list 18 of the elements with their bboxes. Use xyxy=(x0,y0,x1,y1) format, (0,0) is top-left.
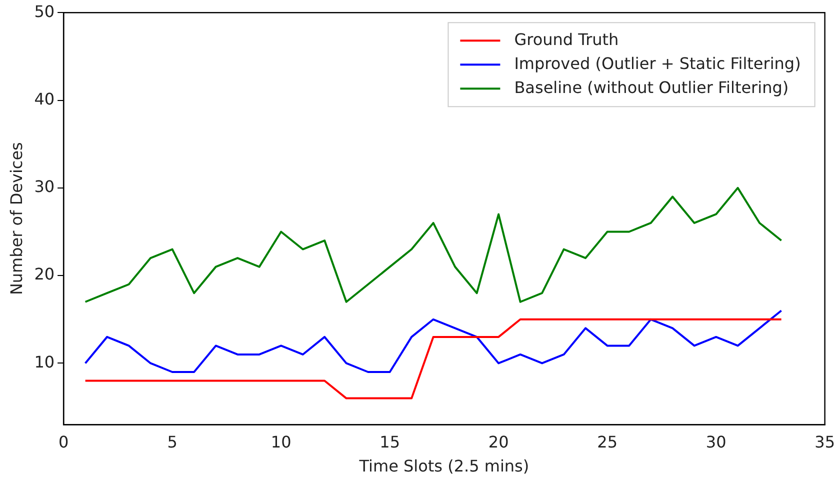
y-tick-label: 50 xyxy=(34,2,55,21)
x-tick-label: 35 xyxy=(814,432,835,452)
legend-label: Improved (Outlier + Static Filtering) xyxy=(514,54,801,73)
legend-label: Baseline (without Outlier Filtering) xyxy=(514,78,789,97)
x-tick-label: 15 xyxy=(380,432,400,452)
y-axis-title: Number of Devices xyxy=(6,142,26,296)
x-tick-label: 10 xyxy=(270,432,292,452)
x-tick-label: 5 xyxy=(167,432,178,452)
y-tick-label: 30 xyxy=(34,177,55,196)
legend-label: Ground Truth xyxy=(514,30,619,49)
x-tick-label: 0 xyxy=(58,432,69,452)
x-tick-label: 25 xyxy=(597,432,618,452)
y-tick-label: 10 xyxy=(34,352,55,372)
x-axis-title: Time Slots (2.5 mins) xyxy=(358,456,530,476)
y-tick-label: 20 xyxy=(34,264,55,284)
x-tick-label: 20 xyxy=(488,432,509,452)
y-tick-label: 40 xyxy=(34,89,55,108)
x-tick-label: 30 xyxy=(706,432,726,452)
